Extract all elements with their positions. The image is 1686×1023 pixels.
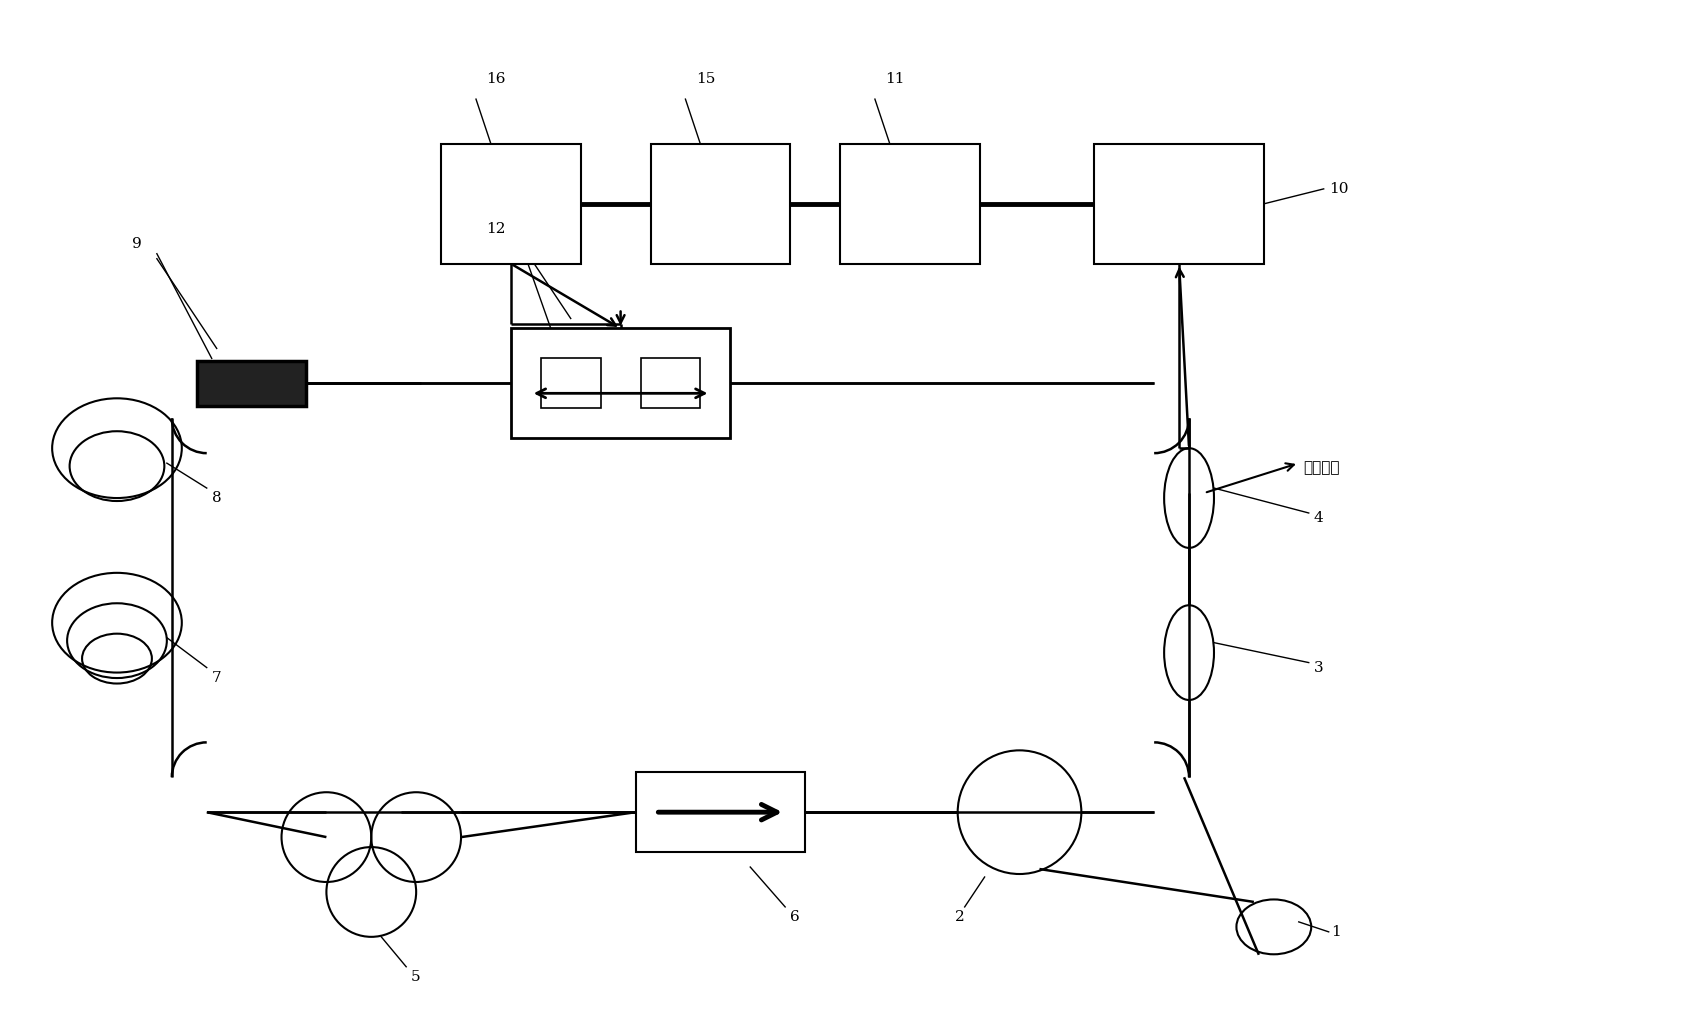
Text: 10: 10 xyxy=(1329,182,1349,195)
Text: 6: 6 xyxy=(791,909,799,924)
Bar xyxy=(511,328,730,438)
Bar xyxy=(541,358,600,408)
Text: 9: 9 xyxy=(132,236,142,251)
Text: 16: 16 xyxy=(486,73,506,86)
Text: 8: 8 xyxy=(212,491,221,505)
Text: 5: 5 xyxy=(411,970,422,984)
Bar xyxy=(442,144,580,264)
Text: 11: 11 xyxy=(885,73,905,86)
Bar xyxy=(636,772,806,852)
Text: 2: 2 xyxy=(954,909,964,924)
Text: 12: 12 xyxy=(486,222,506,235)
Bar xyxy=(1094,144,1264,264)
Text: 激光输出: 激光输出 xyxy=(1303,461,1340,475)
Bar xyxy=(840,144,980,264)
Bar xyxy=(651,144,791,264)
Bar xyxy=(641,358,700,408)
Text: 15: 15 xyxy=(696,73,715,86)
Text: 4: 4 xyxy=(1313,510,1324,525)
Text: 1: 1 xyxy=(1330,925,1340,939)
Text: 7: 7 xyxy=(212,670,221,684)
Bar xyxy=(197,361,307,406)
Text: 3: 3 xyxy=(1313,661,1324,674)
